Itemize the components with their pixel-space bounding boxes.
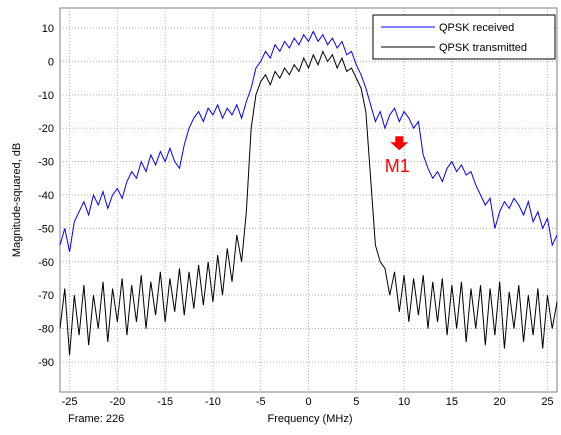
legend-box <box>372 14 556 60</box>
series-line <box>59 30 558 252</box>
y-tick-label: 10 <box>42 23 54 35</box>
x-tick-label: 20 <box>494 396 506 408</box>
y-tick-label: -20 <box>38 123 54 135</box>
x-tick-label: 15 <box>446 396 458 408</box>
y-tick-label: -50 <box>38 223 54 235</box>
series-line <box>59 50 558 356</box>
y-tick-label: -40 <box>38 190 54 202</box>
x-tick-label: -5 <box>256 396 266 408</box>
x-tick-label: 5 <box>353 396 359 408</box>
x-tick-label: 10 <box>398 396 410 408</box>
annotation-arrow <box>390 136 409 151</box>
x-tick-label: -25 <box>62 396 78 408</box>
y-tick-label: -10 <box>38 90 54 102</box>
x-tick-label: 25 <box>541 396 553 408</box>
x-tick-label: 0 <box>305 396 311 408</box>
y-tick-label: 0 <box>48 56 54 68</box>
x-tick-label: -20 <box>109 396 125 408</box>
legend-label: QPSK transmitted <box>439 42 527 54</box>
y-axis-label: Magnitude-squared, dB <box>11 143 23 257</box>
legend-label: QPSK received <box>439 22 514 34</box>
annotation-label: M1 <box>385 156 410 176</box>
x-tick-label: -10 <box>205 396 221 408</box>
x-tick-label: -15 <box>157 396 173 408</box>
y-tick-label: -30 <box>38 157 54 169</box>
frame-label: Frame: 226 <box>68 413 124 425</box>
y-tick-label: -70 <box>38 290 54 302</box>
y-tick-label: -90 <box>38 357 54 369</box>
y-tick-label: -60 <box>38 257 54 269</box>
y-tick-label: -80 <box>38 324 54 336</box>
x-axis-label: Frequency (MHz) <box>268 413 353 425</box>
